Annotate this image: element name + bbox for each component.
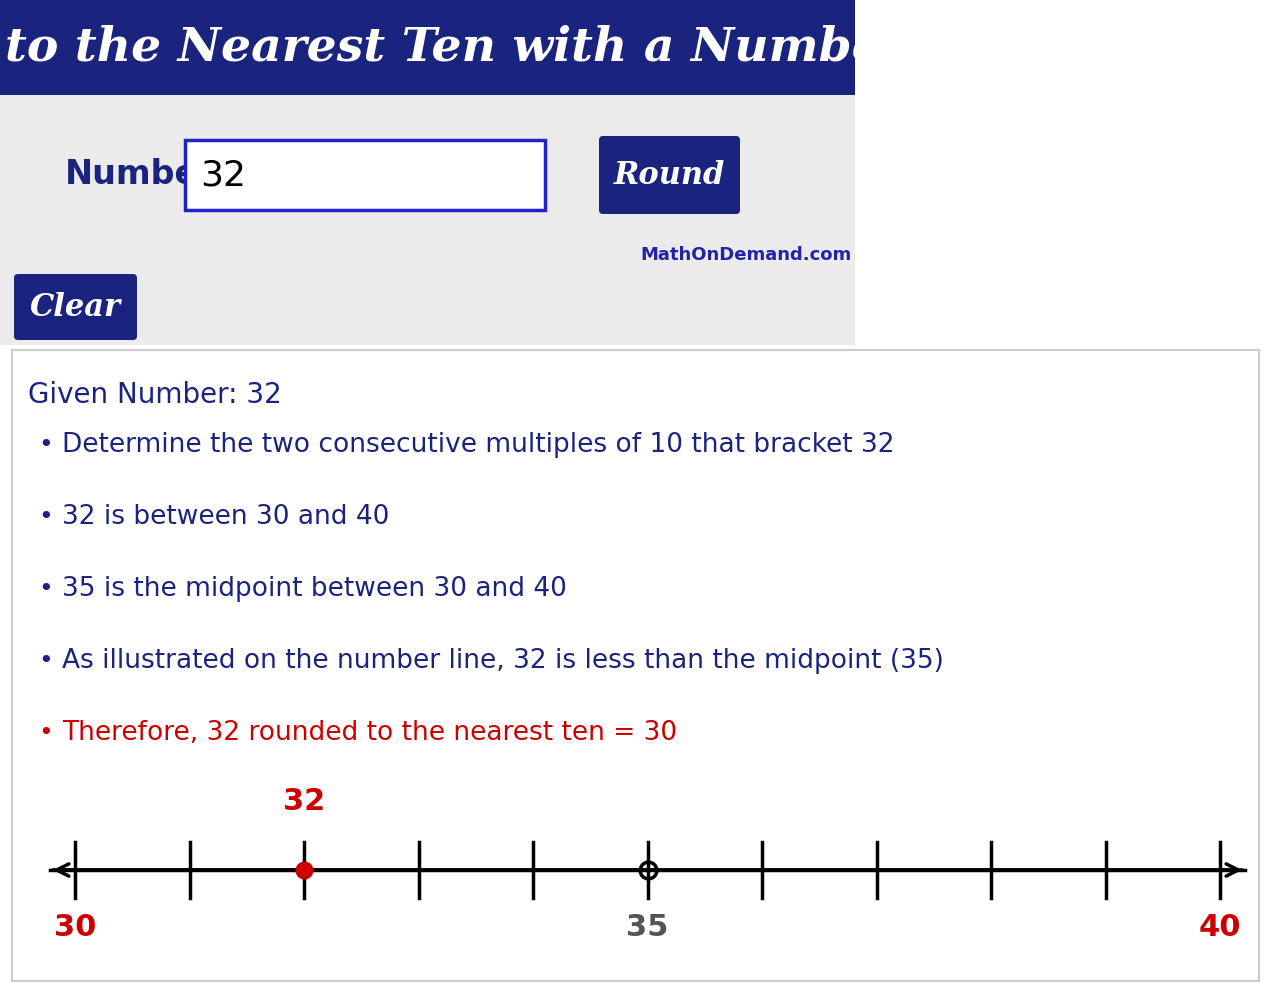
FancyBboxPatch shape xyxy=(599,136,740,214)
Text: Round to the Nearest Ten with a Number Line: Round to the Nearest Ten with a Number L… xyxy=(0,25,1038,71)
Text: •: • xyxy=(38,721,53,745)
Text: 40: 40 xyxy=(1199,914,1242,942)
Text: 35: 35 xyxy=(627,914,669,942)
Text: MathOnDemand.com: MathOnDemand.com xyxy=(641,246,852,264)
Text: •: • xyxy=(38,433,53,457)
Text: Given Number: 32: Given Number: 32 xyxy=(28,381,282,409)
Text: As illustrated on the number line, 32 is less than the midpoint (35): As illustrated on the number line, 32 is… xyxy=(62,648,944,674)
Text: Clear: Clear xyxy=(31,292,121,323)
Text: Determine the two consecutive multiples of 10 that bracket 32: Determine the two consecutive multiples … xyxy=(62,432,895,458)
FancyBboxPatch shape xyxy=(11,350,1260,981)
FancyBboxPatch shape xyxy=(0,0,855,345)
Text: 32: 32 xyxy=(200,158,247,192)
Text: Round: Round xyxy=(614,160,726,191)
Text: 35 is the midpoint between 30 and 40: 35 is the midpoint between 30 and 40 xyxy=(62,576,567,602)
FancyBboxPatch shape xyxy=(0,0,855,95)
Text: •: • xyxy=(38,505,53,529)
Text: 32 is between 30 and 40: 32 is between 30 and 40 xyxy=(62,504,389,530)
Text: Therefore, 32 rounded to the nearest ten = 30: Therefore, 32 rounded to the nearest ten… xyxy=(62,720,677,746)
Text: 30: 30 xyxy=(53,914,97,942)
Text: •: • xyxy=(38,649,53,673)
Text: •: • xyxy=(38,577,53,601)
FancyBboxPatch shape xyxy=(186,140,545,210)
FancyBboxPatch shape xyxy=(14,274,137,340)
Text: 32: 32 xyxy=(283,787,325,816)
Text: Number:: Number: xyxy=(65,159,228,192)
